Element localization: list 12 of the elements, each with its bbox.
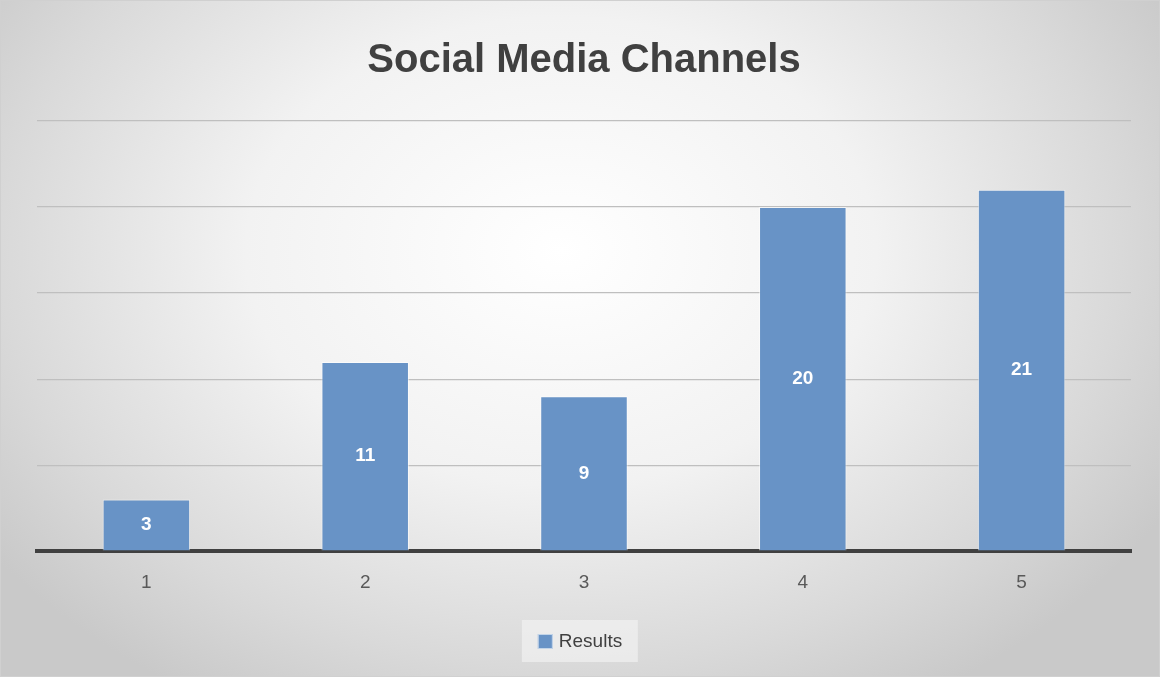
x-tick-label: 1	[141, 570, 152, 592]
x-tick-label: 4	[797, 570, 809, 592]
data-label: 21	[1011, 358, 1033, 380]
x-tick-label: 3	[578, 570, 590, 592]
data-label: 20	[792, 367, 814, 389]
chart-title: Social Media Channels	[367, 36, 801, 81]
data-label: 3	[141, 513, 152, 535]
x-tick-label: 5	[1016, 570, 1027, 592]
data-label: 11	[355, 444, 376, 466]
text: Results	[558, 630, 623, 652]
data-label: 9	[578, 461, 590, 483]
x-tick-label: 2	[359, 570, 371, 592]
